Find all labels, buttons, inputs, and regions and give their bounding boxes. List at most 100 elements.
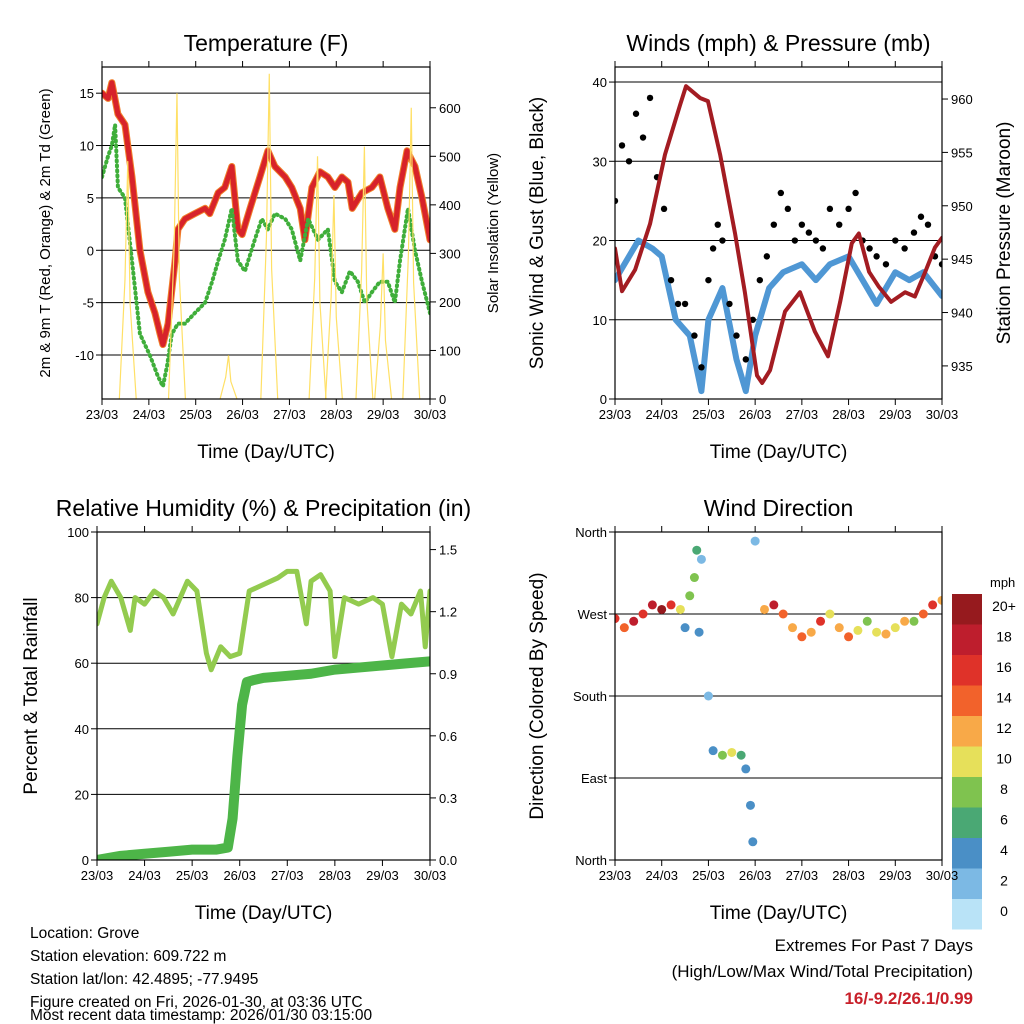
direction-point [727,747,737,757]
direction-point [759,604,769,614]
plot-frame [101,66,431,400]
y-tick-label: -10 [75,348,94,363]
y-tick-label: 40 [593,75,607,90]
gust-point [910,229,918,236]
y2-tick-label: 945 [951,252,973,267]
chart-2 [91,526,436,866]
direction-point [853,625,863,635]
gust-point [777,189,785,197]
x-tick-label: 23/03 [81,868,114,883]
plot-frame [96,531,431,861]
x-tick-label: 27/03 [786,407,819,422]
direction-point [750,536,760,546]
solar-spike [402,107,421,399]
x-axis-label: Time (Day/UTC) [710,903,848,924]
direction-point [647,600,657,610]
direction-point [872,627,882,637]
legend-title: mph [990,575,1015,590]
x-tick-label: 23/03 [599,407,632,422]
2m-t-line [102,80,430,348]
elevation-text: Station elevation: 609.722 m [30,948,226,965]
x-tick-label: 25/03 [692,407,725,422]
gust-point [826,205,834,213]
gust-point [791,237,799,244]
y-tick-label: East [581,771,607,786]
y2-tick-label: 955 [951,145,973,160]
direction-point [694,627,704,637]
y-tick-label: North [575,853,607,868]
y2-tick-label: 1.5 [439,543,457,558]
direction-point [937,595,942,605]
legend-label: 18 [996,629,1012,645]
x-tick-label: 26/03 [739,868,772,883]
extremes-subtitle: (High/Low/Max Wind/Total Precipitation) [672,962,973,981]
x-tick-label: 27/03 [786,868,819,883]
y2-tick-label: 0 [439,392,446,407]
y-tick-label: 60 [75,656,89,671]
direction-point [675,604,685,614]
y2-tick-label: 500 [439,149,461,164]
legend-label: 12 [996,720,1012,736]
direction-point [778,609,788,619]
direction-point [748,837,758,847]
y-tick-label: North [575,525,607,540]
x-tick-label: 29/03 [366,868,399,883]
x-tick-label: 28/03 [320,407,353,422]
direction-point [703,691,713,701]
legend-label: 8 [1000,781,1008,797]
direction-point [918,609,928,619]
solar-spike [355,146,374,399]
y-tick-label: 10 [593,313,607,328]
chart-0 [96,61,436,405]
y-tick-label: 0 [82,853,89,868]
x-tick-label: 29/03 [879,407,912,422]
gust-point [733,332,740,339]
y-tick-label: 0 [600,392,607,407]
solar-spike [167,93,187,399]
y2-tick-label: 0.0 [439,853,457,868]
legend-label: 6 [1000,812,1008,828]
direction-point [692,545,702,555]
direction-point [745,800,755,810]
x-tick-label: 24/03 [133,407,166,422]
direction-point [881,629,891,639]
direction-point [825,609,835,619]
gust-point [901,245,908,252]
direction-point [685,591,695,601]
y2-tick-label: 300 [439,246,461,261]
solar-spike [219,355,238,399]
x-tick-label: 30/03 [414,868,447,883]
x-tick-label: 24/03 [645,407,678,422]
y-axis-label: Direction (Colored By Speed) [527,572,548,819]
x-tick-label: 27/03 [271,868,304,883]
direction-point [900,616,910,626]
relative-humidity-line [97,568,430,673]
direction-point [689,573,699,583]
y-tick-label: 40 [75,722,89,737]
y-tick-label: 20 [75,787,89,802]
plot-frame [614,531,943,861]
chart-1 [609,61,948,405]
x-tick-label: 30/03 [926,407,959,422]
x-tick-label: 24/03 [645,868,678,883]
gust-point [681,300,689,308]
x-tick-label: 23/03 [86,407,119,422]
legend-swatch [952,868,982,899]
plot-frame [614,66,943,400]
gust-point [618,142,626,149]
direction-point [696,554,706,564]
plot-area [97,568,430,860]
y-tick-label: 10 [80,139,94,154]
gust-point [709,245,717,252]
legend-label: 0 [1000,903,1008,919]
gust-point [719,237,726,244]
x-tick-label: 26/03 [223,868,256,883]
location-text: Location: Grove [30,925,139,942]
direction-point [862,616,872,626]
sonic-wind-line [615,237,942,395]
solar-spike [374,253,393,399]
direction-point [834,623,844,633]
solar-spike [308,156,327,399]
legend-label: 20+ [992,598,1016,614]
y2-tick-label: 935 [951,359,973,374]
